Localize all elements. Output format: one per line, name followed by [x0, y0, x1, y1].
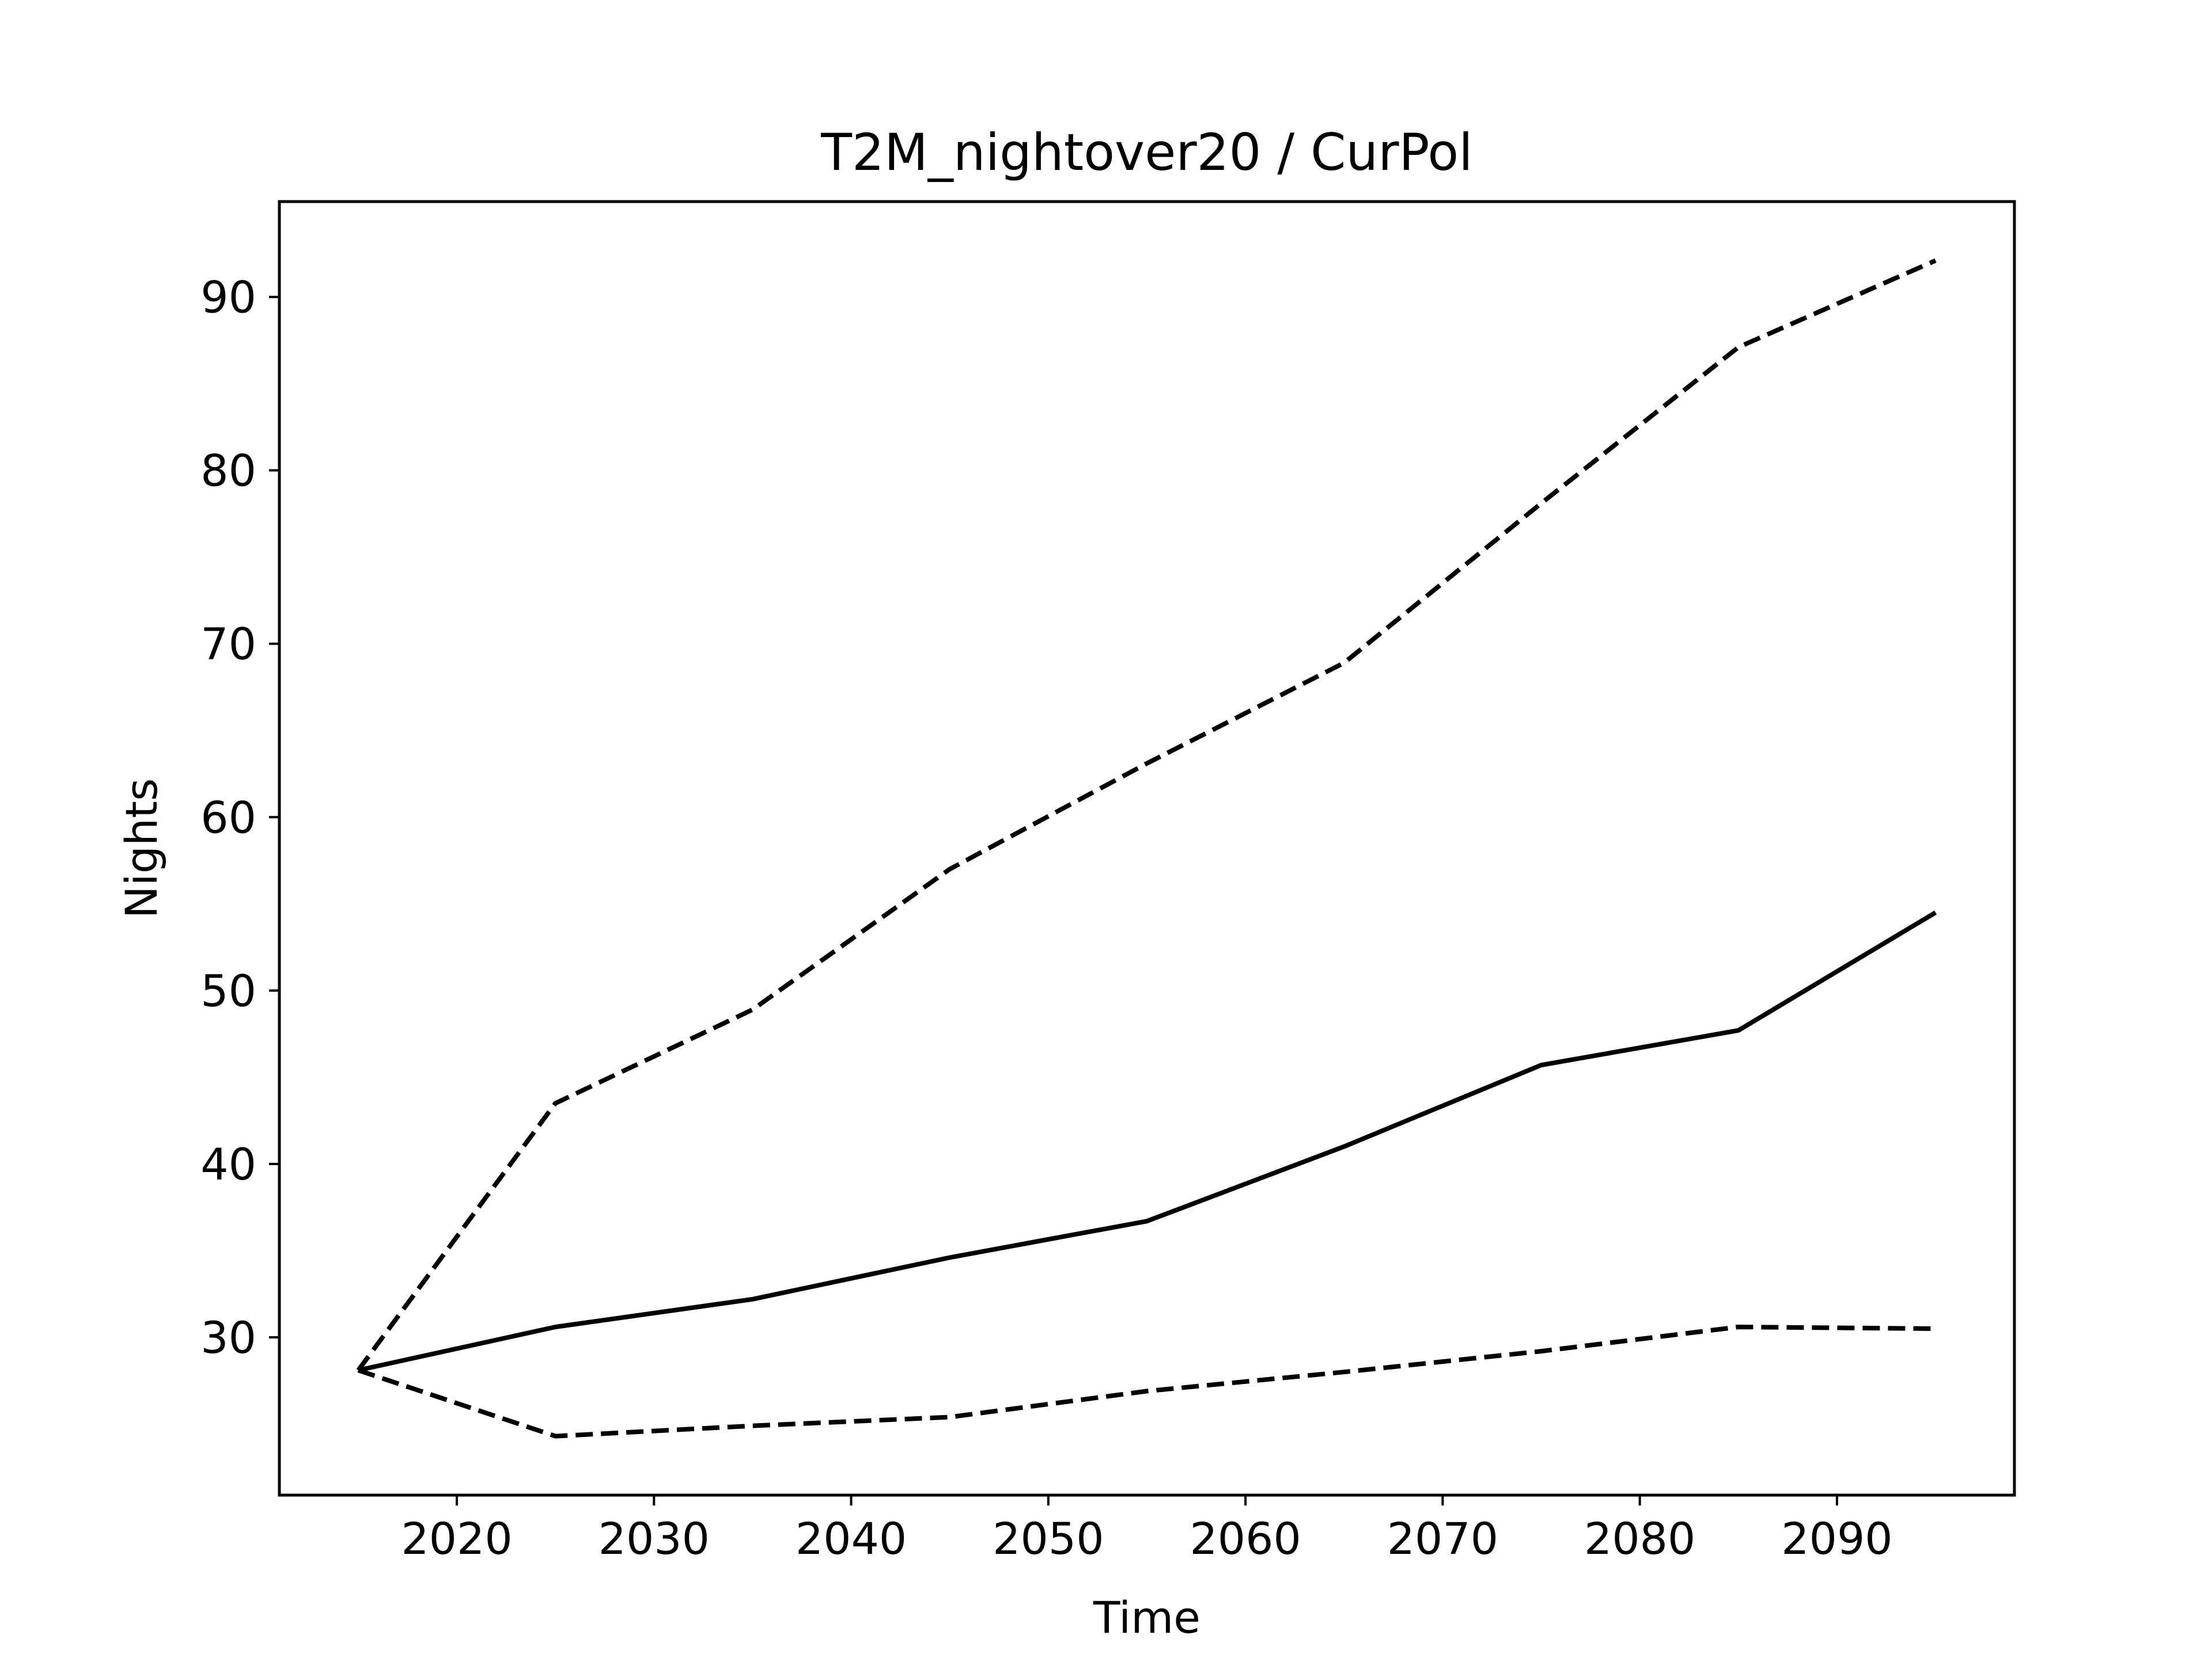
x-tick-label: 2070	[1387, 1513, 1498, 1564]
x-axis-label: Time	[1093, 1592, 1200, 1643]
series-line-upper-dashed	[356, 258, 1937, 1372]
x-tick-label: 2040	[796, 1513, 907, 1564]
y-tick-label: 90	[200, 272, 256, 323]
y-tick-label: 60	[200, 792, 256, 843]
y-tick-label: 50	[200, 965, 256, 1017]
y-tick-label: 80	[200, 445, 256, 496]
chart-title: T2M_nightover20 / CurPol	[820, 123, 1472, 182]
series-layer	[356, 258, 1937, 1439]
x-tick-label: 2020	[401, 1513, 512, 1564]
series-line-solid	[358, 910, 1937, 1373]
y-tick-label: 70	[200, 619, 256, 670]
x-tick-label: 2080	[1584, 1513, 1695, 1564]
y-tick-label: 40	[200, 1139, 256, 1190]
y-tick-label: 30	[200, 1312, 256, 1363]
x-tick-label: 2030	[599, 1513, 710, 1564]
series-line-lower-dashed	[357, 1325, 1936, 1439]
plot-frame	[278, 200, 2016, 1497]
ticks-layer: 2020 2030 2040 2050 2060 2070 2080 2090 30 40 50 60…	[200, 272, 1892, 1564]
x-tick-label: 2050	[993, 1513, 1104, 1564]
x-tick-label: 2090	[1781, 1513, 1892, 1564]
y-axis-label: Nights	[116, 778, 167, 919]
x-tick-label: 2060	[1190, 1513, 1301, 1564]
